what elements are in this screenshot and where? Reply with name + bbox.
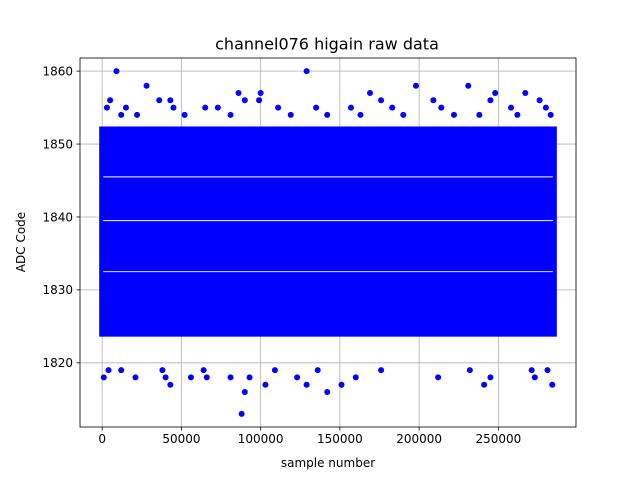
data-point	[241, 97, 248, 104]
data-point	[542, 104, 549, 111]
data-point	[257, 90, 264, 97]
data-point	[122, 104, 129, 111]
data-point	[481, 381, 488, 388]
data-point	[324, 111, 331, 118]
data-point	[203, 374, 210, 381]
y-tick-label: 1850	[42, 137, 73, 151]
data-point	[235, 90, 242, 97]
data-points	[100, 68, 556, 417]
data-point	[275, 104, 282, 111]
data-point	[412, 82, 419, 89]
data-point	[271, 367, 278, 374]
data-point	[170, 104, 177, 111]
x-axis-label: sample number	[281, 456, 375, 470]
data-point	[347, 104, 354, 111]
data-point	[508, 104, 515, 111]
data-point	[528, 367, 535, 374]
data-point	[366, 90, 373, 97]
x-tick-label: 150000	[317, 432, 363, 446]
data-point	[314, 367, 321, 374]
chart-title: channel076 higain raw data	[215, 35, 439, 54]
data-point	[313, 104, 320, 111]
data-point	[465, 82, 472, 89]
data-point	[103, 104, 110, 111]
data-point	[324, 388, 331, 395]
data-point	[547, 111, 554, 118]
data-point	[294, 374, 301, 381]
x-tick-label: 100000	[238, 432, 284, 446]
data-point	[159, 367, 166, 374]
data-point	[378, 97, 385, 104]
data-point	[466, 367, 473, 374]
data-point	[156, 97, 163, 104]
data-point	[162, 374, 169, 381]
data-point	[536, 97, 543, 104]
dense-data-band	[99, 126, 557, 337]
data-point	[544, 367, 551, 374]
data-point	[256, 97, 263, 104]
data-point	[378, 367, 385, 374]
y-axis-label: ADC Code	[14, 212, 28, 272]
x-axis-ticks: 0 50000 100000 150000 200000 250000	[98, 427, 521, 446]
data-point	[167, 381, 174, 388]
y-tick-label: 1830	[42, 283, 73, 297]
data-point	[438, 104, 445, 111]
data-point	[338, 381, 345, 388]
data-band	[99, 126, 557, 337]
data-point	[262, 381, 269, 388]
y-tick-label: 1860	[42, 64, 73, 78]
data-point	[107, 97, 114, 104]
data-point	[167, 97, 174, 104]
plot-frame	[79, 57, 577, 428]
data-point	[487, 374, 494, 381]
data-point	[430, 97, 437, 104]
data-point	[492, 90, 499, 97]
x-tick-label: 50000	[162, 432, 200, 446]
data-point	[389, 104, 396, 111]
data-point	[100, 374, 107, 381]
data-point	[181, 111, 188, 118]
data-point	[435, 374, 442, 381]
data-point	[352, 374, 359, 381]
y-axis-ticks: 1820 1830 1840 1850 1860	[42, 64, 80, 370]
data-point	[143, 82, 150, 89]
data-point	[105, 367, 112, 374]
data-point	[476, 111, 483, 118]
data-point	[113, 68, 120, 75]
data-point	[357, 111, 364, 118]
data-point	[303, 68, 310, 75]
data-point	[303, 381, 310, 388]
y-tick-label: 1820	[42, 356, 73, 370]
x-tick-label: 0	[98, 432, 106, 446]
data-point	[200, 367, 207, 374]
data-point	[132, 374, 139, 381]
data-point	[549, 381, 556, 388]
data-point	[241, 388, 248, 395]
data-point	[522, 90, 529, 97]
data-point	[238, 410, 245, 417]
data-point	[118, 111, 125, 118]
data-point	[400, 111, 407, 118]
data-point	[450, 111, 457, 118]
x-tick-label: 250000	[475, 432, 521, 446]
x-tick-label: 200000	[396, 432, 442, 446]
data-point	[246, 374, 253, 381]
data-point	[514, 111, 521, 118]
y-tick-label: 1840	[42, 210, 73, 224]
data-point	[227, 374, 234, 381]
data-point	[287, 111, 294, 118]
data-point	[214, 104, 221, 111]
data-point	[531, 374, 538, 381]
data-point	[227, 111, 234, 118]
data-point	[187, 374, 194, 381]
data-point	[487, 97, 494, 104]
data-point	[118, 367, 125, 374]
data-point	[134, 111, 141, 118]
data-point	[202, 104, 209, 111]
